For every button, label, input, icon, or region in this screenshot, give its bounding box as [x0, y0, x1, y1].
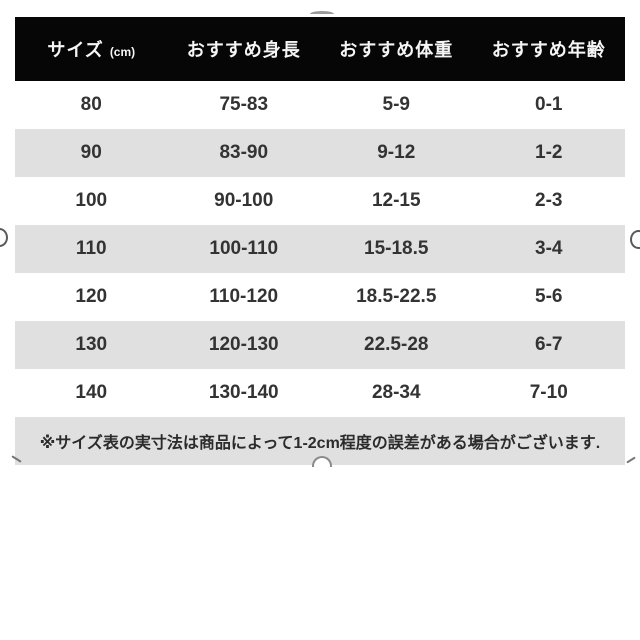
- age-cell: 6-7: [535, 334, 563, 355]
- age-cell: 3-4: [535, 238, 563, 259]
- size-cell: 110: [75, 238, 107, 259]
- footnote-text: ※サイズ表の実寸法は商品によって1-2cm程度の誤差がある場合がございます.: [39, 435, 601, 452]
- hole-notch-left-icon: [0, 228, 8, 247]
- size-cell: 120: [75, 286, 108, 307]
- hanger-hole-bottom-icon: [312, 456, 332, 467]
- table-row: 130 120-130 22.5-28 6-7: [15, 321, 625, 369]
- table-row: 100 90-100 12-15 2-3: [15, 177, 625, 225]
- column-header-height: おすすめ身長: [186, 40, 301, 60]
- table-row: 80 75-83 5-9 0-1: [15, 81, 625, 129]
- corner-tick-right-icon: [626, 456, 636, 464]
- table-row: 120 110-120 18.5-22.5 5-6: [15, 273, 625, 321]
- weight-cell: 9-12: [377, 142, 416, 163]
- hole-notch-right-icon: [630, 230, 640, 249]
- height-cell: 90-100: [214, 190, 274, 211]
- age-cell: 1-2: [535, 142, 563, 163]
- age-cell: 7-10: [529, 382, 568, 403]
- size-cell: 140: [75, 382, 108, 403]
- column-header-size: サイズ (cm): [15, 36, 168, 62]
- column-header-size-label: サイズ: [47, 40, 104, 60]
- size-cell: 100: [75, 190, 108, 211]
- height-cell: 100-110: [209, 238, 279, 259]
- height-cell: 110-120: [209, 286, 279, 307]
- age-cell: 5-6: [535, 286, 563, 307]
- table-row: 110 100-110 15-18.5 3-4: [15, 225, 625, 273]
- weight-cell: 12-15: [371, 190, 421, 211]
- weight-cell: 18.5-22.5: [356, 286, 437, 307]
- size-cell: 130: [75, 334, 108, 355]
- column-header-weight: おすすめ体重: [339, 40, 454, 60]
- height-cell: 130-140: [208, 382, 279, 403]
- table-row: 90 83-90 9-12 1-2: [15, 129, 625, 177]
- height-cell: 120-130: [208, 334, 279, 355]
- age-cell: 2-3: [535, 190, 563, 211]
- hanger-hole-top-icon: [310, 11, 334, 17]
- weight-cell: 15-18.5: [364, 238, 429, 259]
- table-row: 140 130-140 28-34 7-10: [15, 369, 625, 417]
- table-header-row: サイズ (cm) おすすめ身長 おすすめ体重 おすすめ年齢: [15, 17, 625, 81]
- weight-cell: 28-34: [371, 382, 421, 403]
- age-cell: 0-1: [535, 94, 563, 115]
- size-chart-table: サイズ (cm) おすすめ身長 おすすめ体重 おすすめ年齢 80 75-83 5…: [15, 17, 625, 465]
- height-cell: 83-90: [219, 142, 269, 163]
- weight-cell: 22.5-28: [364, 334, 429, 355]
- column-header-age: おすすめ年齢: [491, 40, 606, 60]
- weight-cell: 5-9: [382, 94, 410, 115]
- column-header-size-unit: (cm): [109, 45, 136, 59]
- height-cell: 75-83: [219, 94, 269, 115]
- size-cell: 90: [80, 142, 102, 163]
- size-cell: 80: [80, 94, 102, 115]
